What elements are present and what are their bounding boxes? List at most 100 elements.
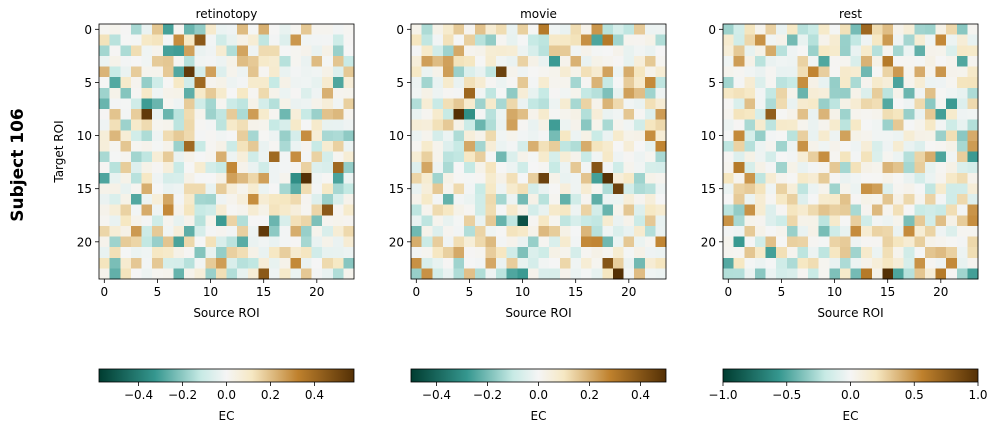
heatmap-cell xyxy=(602,66,614,78)
heatmap-cell xyxy=(914,109,926,120)
heatmap-cell xyxy=(744,215,756,227)
heatmap-cell xyxy=(300,225,312,237)
heatmap-cell xyxy=(184,140,195,152)
heatmap-cell xyxy=(967,257,979,269)
heatmap-cell xyxy=(527,172,539,184)
heatmap-cell xyxy=(109,77,121,89)
heatmap-cell xyxy=(247,45,259,57)
heatmap-cell xyxy=(290,87,302,99)
heatmap-cell xyxy=(226,204,238,216)
heatmap-cells xyxy=(99,24,355,280)
heatmap-cell xyxy=(634,55,646,67)
heatmap-cell xyxy=(162,109,174,120)
heatmap-cell xyxy=(829,162,841,174)
heatmap-cell xyxy=(99,162,110,174)
heatmap-cell xyxy=(527,24,539,35)
heatmap-cell xyxy=(570,45,582,57)
heatmap-cell xyxy=(935,162,947,174)
heatmap-cell xyxy=(226,45,238,57)
heatmap-cell xyxy=(109,24,121,35)
heatmap-cell xyxy=(496,109,507,120)
heatmap-cell xyxy=(99,55,110,67)
heatmap-cell xyxy=(914,130,926,142)
heatmap-cell xyxy=(109,109,121,120)
heatmap-cell xyxy=(226,130,238,142)
heatmap-cell xyxy=(279,204,291,216)
heatmap-cell xyxy=(300,77,312,89)
heatmap-cell xyxy=(765,140,777,152)
heatmap-cell xyxy=(893,130,904,142)
heatmap-cell xyxy=(421,257,433,269)
heatmap-cell xyxy=(871,225,883,237)
heatmap-cell xyxy=(184,130,195,142)
heatmap-cell xyxy=(935,225,947,237)
heatmap-cell xyxy=(818,236,830,248)
heatmap-cell xyxy=(570,140,582,152)
heatmap-cell xyxy=(258,55,270,67)
heatmap-cell xyxy=(956,109,968,120)
heatmap-cell xyxy=(861,66,873,78)
heatmap-cell xyxy=(332,204,344,216)
heatmap-cell xyxy=(506,194,518,205)
heatmap-cell xyxy=(744,162,756,174)
heatmap-cell xyxy=(634,268,646,280)
heatmap-cell xyxy=(829,34,841,46)
heatmap-cell xyxy=(496,119,507,131)
heatmap-cell xyxy=(527,98,539,110)
heatmap-cell xyxy=(141,119,153,131)
heatmap-cell xyxy=(453,77,465,89)
heatmap-cell xyxy=(300,34,312,46)
heatmap-cell xyxy=(506,45,518,57)
heatmap-cell xyxy=(226,225,238,237)
heatmap-cell xyxy=(464,236,476,248)
heatmap-cell xyxy=(559,55,571,67)
heatmap-cell xyxy=(173,257,185,269)
x-tick-label: 20 xyxy=(309,285,324,299)
heatmap-cell xyxy=(99,119,110,131)
heatmap-cell xyxy=(432,55,444,67)
heatmap-cell xyxy=(559,66,571,78)
heatmap-cell xyxy=(215,87,227,99)
heatmap-cell xyxy=(559,194,571,205)
heatmap-cell xyxy=(173,119,185,131)
heatmap-cell xyxy=(786,24,798,35)
heatmap-cell xyxy=(332,194,344,205)
heatmap-cell xyxy=(797,45,809,57)
heatmap-cell xyxy=(120,77,132,89)
heatmap-cell xyxy=(173,225,185,237)
heatmap-cell xyxy=(332,119,344,131)
heatmap-cell xyxy=(311,119,323,131)
heatmap-cell xyxy=(861,140,873,152)
heatmap-cell xyxy=(903,162,915,174)
heatmap-cell xyxy=(591,77,603,89)
heatmap-cell xyxy=(311,172,323,184)
heatmap-cell xyxy=(754,55,766,67)
heatmap-cell xyxy=(322,87,334,99)
heatmap-cell xyxy=(797,162,809,174)
heatmap-cell xyxy=(99,204,110,216)
heatmap-cell xyxy=(956,55,968,67)
heatmap-cell xyxy=(549,109,561,120)
heatmap-cell xyxy=(162,236,174,248)
heatmap-cell xyxy=(152,77,164,89)
heatmap-cell xyxy=(141,215,153,227)
heatmap-cell xyxy=(893,247,904,259)
heatmap-cell xyxy=(644,87,656,99)
heatmap-cell xyxy=(496,140,507,152)
heatmap-cell xyxy=(612,183,624,195)
heatmap-cell xyxy=(623,225,635,237)
heatmap-cell xyxy=(808,172,819,184)
heatmap-cell xyxy=(644,268,656,280)
heatmap-cell xyxy=(591,109,603,120)
heatmap-cell xyxy=(903,55,915,67)
heatmap-cell xyxy=(644,215,656,227)
heatmap-cell xyxy=(485,247,497,259)
x-tick-label: 10 xyxy=(827,285,842,299)
heatmap-cell xyxy=(612,215,624,227)
heatmap-cell xyxy=(861,77,873,89)
heatmap-cell xyxy=(559,119,571,131)
heatmap-cell xyxy=(173,98,185,110)
heatmap-cell xyxy=(332,151,344,163)
x-axis-label: Source ROI xyxy=(193,306,259,320)
